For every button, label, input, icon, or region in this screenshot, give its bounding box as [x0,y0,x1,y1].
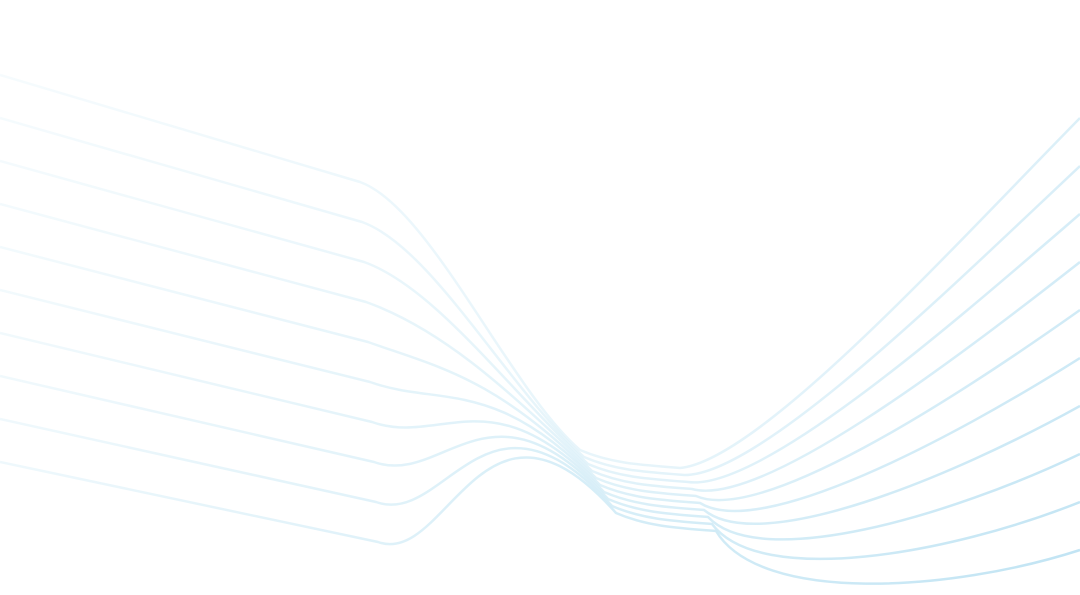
wave-line [0,456,1080,585]
wave-line [0,288,1080,513]
wave-line [0,73,1080,470]
wave-line [0,417,1080,561]
wave-line [0,331,1080,525]
wave-line [0,202,1080,492]
wave-line [0,116,1080,477]
wave-line [0,245,1080,502]
wave-line [0,374,1080,541]
wave-line [0,159,1080,484]
